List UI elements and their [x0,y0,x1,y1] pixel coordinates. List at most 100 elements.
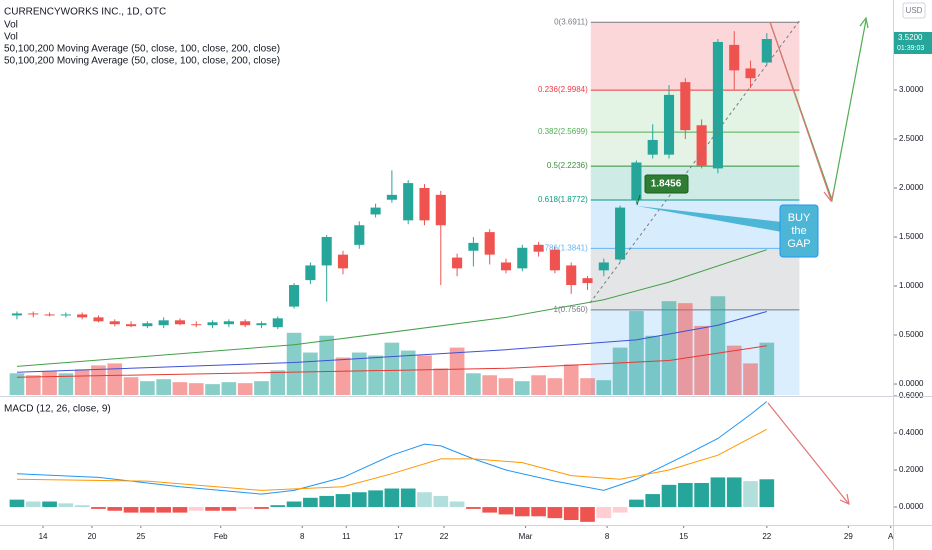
macd-histogram [25,501,41,508]
axes: 0.0000 0.5000 1.0000 1.5000 2.0000 2.5000 3.00… [39,32,932,541]
candle-body [761,39,772,63]
macd-histogram [91,507,106,509]
candles [11,31,772,330]
candle-body [729,44,740,71]
macd-histogram [205,507,220,511]
candle-body [321,237,332,266]
candle-body [44,314,55,316]
volume-bar [498,378,514,395]
volume-bar [563,364,579,395]
volume-bar [42,371,57,395]
macd-histogram [368,490,383,508]
candle-body [419,187,430,221]
candle-body [647,139,658,155]
moving-average [16,311,767,373]
volume-bar [25,375,41,395]
macd-histogram [531,507,546,517]
macd-histogram [726,477,742,508]
volume [9,296,775,395]
volume-bar [645,335,661,395]
macd-histogram [694,482,709,508]
volume-bar [661,301,677,395]
macd-histogram [433,495,449,508]
macd-histogram [254,507,269,509]
x-tick-label: 17 [394,532,403,541]
macd-histogram [58,503,74,508]
x-tick-label: 11 [342,532,351,541]
candle-body [452,257,463,269]
candle-body [142,323,153,327]
candle-body [223,321,234,325]
volume-bar [91,365,106,395]
volume-bar [580,378,595,395]
candle-body [435,194,446,226]
candle-body [28,313,39,315]
x-tick-label: 8 [605,532,610,541]
candle-body [126,324,137,327]
currency-button[interactable] [902,2,926,19]
macd-histogram [612,507,628,513]
macd-histogram [759,479,775,508]
candle-body [305,265,316,281]
y-tick-label: 0.5000 [899,330,924,339]
volume-bar [254,381,269,395]
macd-y-tick-label: 0.4000 [899,428,924,437]
volume-bar [612,347,628,395]
legend-item: Vol [4,32,18,43]
candle-body [663,94,675,155]
volume-bar [547,378,563,395]
volume-bar [237,383,253,395]
currency-label[interactable]: USD [906,6,923,15]
fib-label: 0(3.6911) [554,17,588,26]
x-tick-label: 8 [300,532,305,541]
countdown: 01:39:03 [897,45,924,52]
macd-histogram [156,507,172,513]
volume-bar [221,382,237,395]
fib-label: 0.5(2.2236) [547,161,588,170]
macd-y-tick-label: 0.2000 [899,465,924,474]
price-badge [894,32,932,55]
macd-histogram [221,507,237,511]
candle-body [631,162,642,200]
candle-body [354,225,365,245]
moving-averages [16,249,767,378]
volume-bar [743,363,758,395]
volume-bar [400,350,416,395]
note-pointer [636,194,641,206]
candle-body [11,313,23,316]
legend-item: Vol [4,20,18,31]
x-tick-label: Mar [519,532,533,541]
volume-bar [596,380,612,395]
macd-histogram [286,501,302,508]
candle-body [77,314,88,318]
macd-histogram [677,482,693,508]
candle-body [337,254,349,269]
volume-bar [172,382,188,395]
price-note-box [644,174,689,194]
macd-histogram [629,499,644,508]
volume-bar [466,373,481,395]
volume-bar [188,383,204,395]
x-tick-label: 22 [440,532,449,541]
macd-histogram [498,507,514,515]
callout-box [779,204,819,258]
volume-bar [9,373,25,395]
macd-histogram [172,507,188,513]
macd-y-tick-label: 0.6000 [899,391,924,400]
volume-bar [726,345,742,395]
price-badge-label: 3.5200 [898,33,923,42]
candle-body [468,242,479,251]
macd-histogram [710,477,726,508]
candle-body [158,320,169,326]
callout-text: the [791,225,806,237]
candle-body [517,247,528,269]
candle-body [566,265,577,286]
fib-label: 0.618(1.8772) [538,195,588,204]
price-note: 1.8456 [651,179,682,190]
arrow-head [859,16,869,29]
candle-body [615,207,626,260]
callout-pointer [637,206,782,232]
fib-label: 1(0.7560) [554,305,589,314]
macd-histogram [482,507,498,513]
